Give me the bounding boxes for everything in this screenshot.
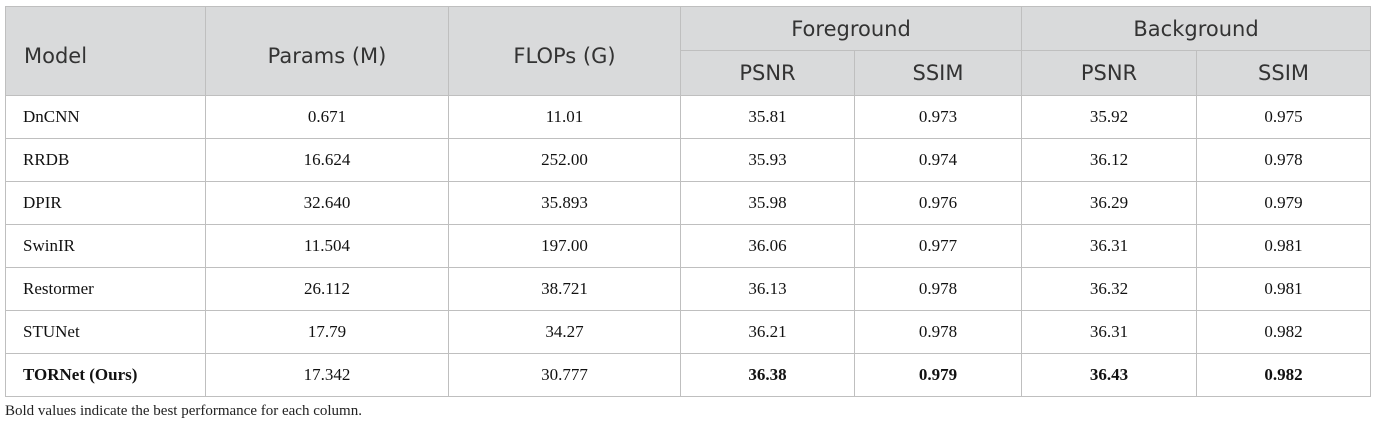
header-fg-psnr: PSNR [680,50,855,96]
results-table-container: Model Params (M) FLOPs (G) Foreground Ba… [5,6,1372,397]
cell-fg-psnr: 35.93 [680,138,855,182]
cell-model: RRDB [5,138,206,182]
cell-bg-ssim: 0.982 [1196,353,1372,397]
cell-flops: 197.00 [448,224,681,268]
cell-fg-psnr: 35.81 [680,95,855,139]
header-model: Model [5,6,206,96]
cell-flops: 35.893 [448,181,681,225]
cell-bg-psnr: 36.31 [1021,224,1198,268]
table-row: DnCNN 0.671 11.01 35.81 0.973 35.92 0.97… [5,95,1372,139]
cell-fg-psnr: 36.06 [680,224,855,268]
cell-fg-ssim: 0.974 [853,138,1023,182]
cell-flops: 38.721 [448,267,681,311]
header-bg-psnr: PSNR [1021,50,1198,96]
cell-bg-psnr: 36.12 [1021,138,1198,182]
cell-model: Restormer [5,267,206,311]
cell-bg-ssim: 0.981 [1196,267,1372,311]
table-row: DPIR 32.640 35.893 35.98 0.976 36.29 0.9… [5,181,1372,225]
cell-bg-ssim: 0.982 [1196,310,1372,354]
cell-flops: 11.01 [448,95,681,139]
table-row: STUNet 17.79 34.27 36.21 0.978 36.31 0.9… [5,310,1372,354]
cell-flops: 252.00 [448,138,681,182]
cell-flops: 34.27 [448,310,681,354]
cell-bg-ssim: 0.981 [1196,224,1372,268]
table-row: RRDB 16.624 252.00 35.93 0.974 36.12 0.9… [5,138,1372,182]
cell-bg-psnr: 36.29 [1021,181,1198,225]
results-table: Model Params (M) FLOPs (G) Foreground Ba… [5,6,1372,397]
cell-params: 16.624 [205,138,449,182]
cell-bg-psnr: 36.32 [1021,267,1198,311]
cell-fg-ssim: 0.973 [853,95,1023,139]
header-params: Params (M) [205,6,449,96]
header-foreground: Foreground [679,6,1023,51]
cell-bg-ssim: 0.978 [1196,138,1372,182]
cell-model: STUNet [5,310,206,354]
header-flops: FLOPs (G) [448,6,681,96]
cell-params: 17.342 [205,353,449,397]
header-fg-ssim: SSIM [853,50,1023,96]
cell-fg-ssim: 0.978 [853,267,1023,311]
cell-bg-ssim: 0.975 [1196,95,1372,139]
table-footnote: Bold values indicate the best performanc… [5,403,362,419]
cell-bg-ssim: 0.979 [1196,181,1372,225]
table-row-ours: TORNet (Ours) 17.342 30.777 36.38 0.979 … [5,353,1372,397]
table-row: Restormer 26.112 38.721 36.13 0.978 36.3… [5,267,1372,311]
cell-params: 32.640 [205,181,449,225]
cell-flops: 30.777 [448,353,681,397]
header-background: Background [1021,6,1372,51]
cell-fg-ssim: 0.978 [853,310,1023,354]
cell-params: 17.79 [205,310,449,354]
cell-params: 26.112 [205,267,449,311]
cell-fg-ssim: 0.977 [853,224,1023,268]
cell-bg-psnr: 36.31 [1021,310,1198,354]
cell-bg-psnr: 35.92 [1021,95,1198,139]
table-row: SwinIR 11.504 197.00 36.06 0.977 36.31 0… [5,224,1372,268]
cell-fg-ssim: 0.979 [853,353,1023,397]
table-header: Model Params (M) FLOPs (G) Foreground Ba… [5,6,1372,96]
cell-model: DnCNN [5,95,206,139]
cell-fg-ssim: 0.976 [853,181,1023,225]
table-body: DnCNN 0.671 11.01 35.81 0.973 35.92 0.97… [5,95,1372,397]
cell-bg-psnr: 36.43 [1021,353,1198,397]
cell-fg-psnr: 36.38 [680,353,855,397]
cell-fg-psnr: 35.98 [680,181,855,225]
cell-fg-psnr: 36.13 [680,267,855,311]
header-bg-ssim: SSIM [1196,50,1372,96]
cell-model: SwinIR [5,224,206,268]
cell-params: 11.504 [205,224,449,268]
cell-model: TORNet (Ours) [5,353,206,397]
cell-model: DPIR [5,181,206,225]
cell-params: 0.671 [205,95,449,139]
cell-fg-psnr: 36.21 [680,310,855,354]
